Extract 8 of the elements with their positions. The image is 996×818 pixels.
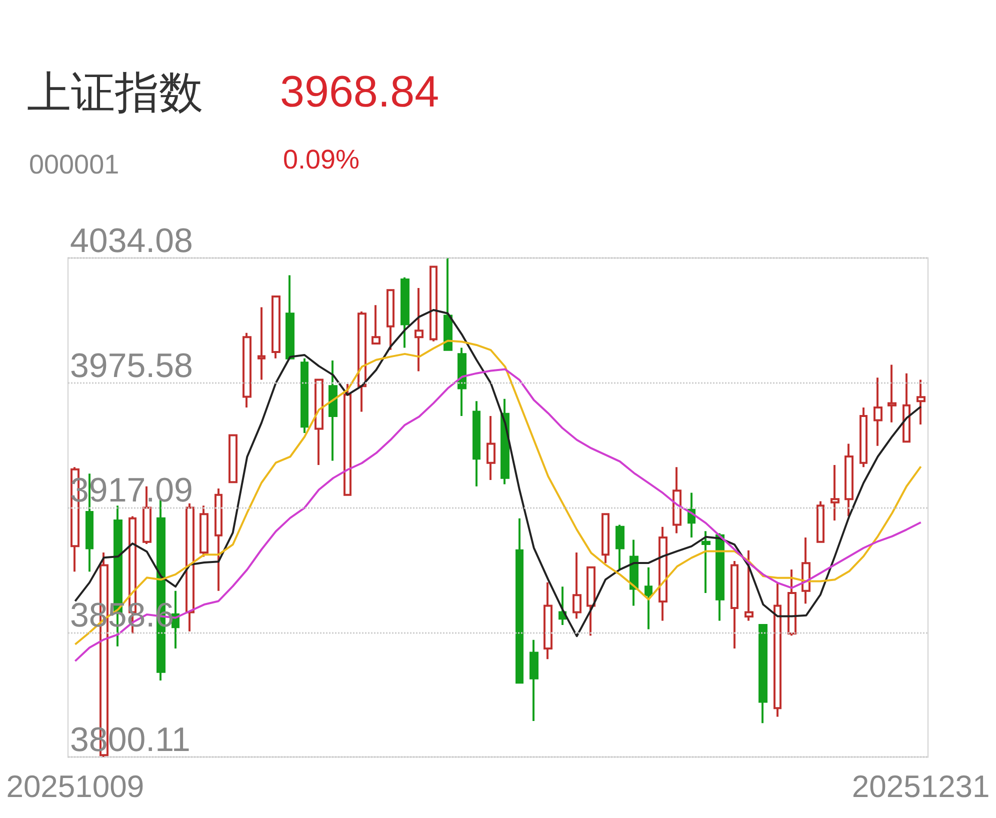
- chart-subtitle: 000001: [29, 150, 120, 180]
- y-tick-label: 3975.58: [70, 346, 193, 385]
- chart-title: 上证指数: [27, 68, 203, 118]
- x-tick-label: 20251231: [852, 769, 990, 804]
- y-tick-label: 4034.08: [70, 222, 193, 260]
- text: 0.09%: [283, 144, 360, 174]
- text: 3968.84: [280, 68, 440, 116]
- x-tick-label: 20251009: [6, 769, 144, 804]
